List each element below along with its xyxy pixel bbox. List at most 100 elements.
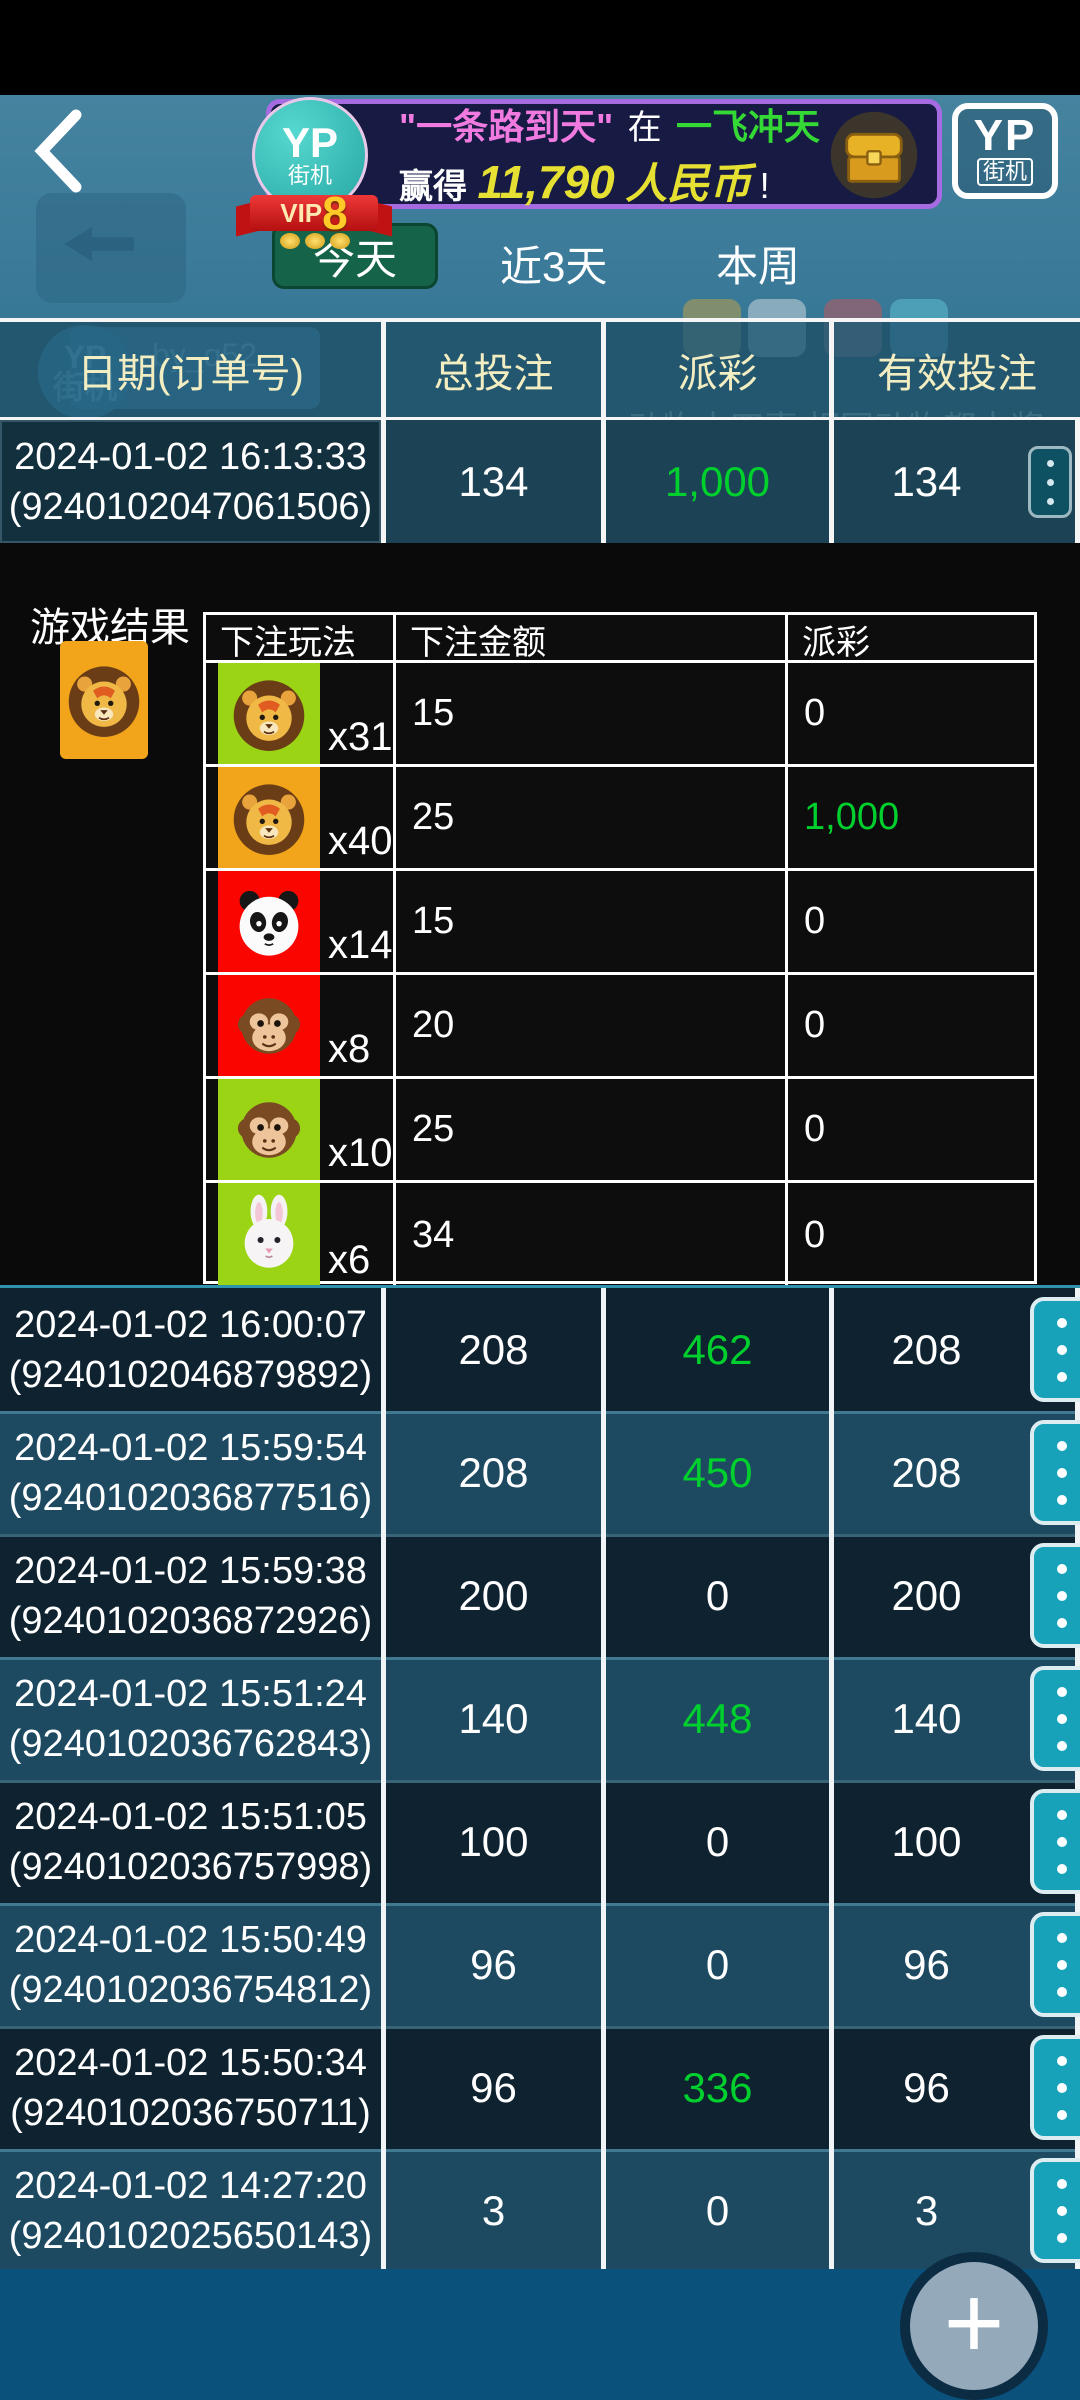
date-filter-tabs: 今天 近3天 本周 (0, 223, 1080, 295)
row-menu-button[interactable] (1030, 2035, 1080, 2140)
table-row[interactable]: 2024-01-02 15:59:54 (9240102036877516) 20… (0, 1411, 1080, 1534)
tab-this-week[interactable]: 本周 (716, 243, 801, 290)
bet-row: x10 25 0 (206, 1079, 1034, 1183)
plus-icon: + (943, 2265, 1005, 2381)
chevron-left-icon (30, 109, 94, 197)
column-header-valid-bet: 有效投注 (877, 351, 1037, 396)
total-bet-cell: 134 (386, 420, 606, 543)
bet-payout: 0 (804, 692, 826, 734)
order-date-cell: 2024-01-02 14:27:20 (9240102025650143) (0, 2149, 386, 2272)
order-history-list: 2024-01-02 16:00:07 (9240102046879892) 20… (0, 1285, 1080, 2272)
bet-row: x6 34 0 (206, 1183, 1034, 1287)
payout-cell: 0 (606, 2149, 834, 2272)
animal-icon (227, 1193, 311, 1277)
order-number: (9240102047061506) (8, 485, 373, 528)
bet-detail-table: 下注玩法 下注金额 派彩 x31 15 0 x40 25 1,000 (203, 612, 1037, 1287)
animal-tile (218, 1183, 320, 1287)
bet-payout: 0 (804, 1213, 826, 1256)
bet-payout: 1,000 (804, 796, 900, 838)
order-date-cell: 2024-01-02 15:51:24 (9240102036762843) (0, 1657, 386, 1780)
table-row-expanded[interactable]: 2024-01-02 16:13:33 (9240102047061506) 1… (0, 420, 1080, 543)
total-bet-cell: 208 (386, 1411, 606, 1534)
animal-tile (218, 1079, 320, 1180)
order-date: 2024-01-02 16:13:33 (14, 435, 367, 478)
total-bet-cell: 208 (386, 1288, 606, 1411)
animal-icon (227, 672, 311, 756)
vip-badge: YP 街机 VIP 8 (236, 97, 392, 249)
order-date-cell: 2024-01-02 15:59:38 (9240102036872926) (0, 1534, 386, 1657)
bet-amount: 25 (396, 1079, 788, 1180)
coins-decoration (280, 233, 350, 249)
order-date-cell: 2024-01-02 15:50:34 (9240102036750711) (0, 2026, 386, 2149)
total-bet-cell: 96 (386, 1903, 606, 2026)
bet-row: x40 25 1,000 (206, 767, 1034, 871)
order-date-cell: 2024-01-02 15:59:54 (9240102036877516) (0, 1411, 386, 1534)
order-date-cell: 2024-01-02 16:00:07 (9240102046879892) (0, 1288, 386, 1411)
payout-cell: 0 (606, 1534, 834, 1657)
column-header-total-bet: 总投注 (386, 322, 606, 417)
status-bar (0, 0, 1080, 95)
row-menu-button[interactable] (1030, 1912, 1080, 2017)
result-animal-icon (62, 658, 146, 742)
multiplier: x40 (328, 819, 393, 863)
row-menu-button[interactable] (1030, 2158, 1080, 2263)
table-row[interactable]: 2024-01-02 15:59:38 (9240102036872926) 20… (0, 1534, 1080, 1657)
background-arrow-button-ghost (36, 193, 186, 303)
animal-tile (218, 975, 320, 1076)
animal-icon (227, 776, 311, 860)
bet-payout: 0 (804, 900, 826, 942)
vip-level: 8 (322, 187, 348, 239)
row-menu-button[interactable] (1030, 1543, 1080, 1648)
row-menu-button[interactable] (1030, 1666, 1080, 1771)
order-date-cell: 2024-01-02 16:13:33 (9240102047061506) (0, 420, 386, 543)
total-bet-cell: 3 (386, 2149, 606, 2272)
payout-cell: 448 (606, 1657, 834, 1780)
bet-amount: 34 (396, 1183, 788, 1287)
animal-tile (218, 663, 320, 764)
game-name: 一飞冲天 (676, 105, 821, 147)
table-row[interactable]: 2024-01-02 15:51:24 (9240102036762843) 14… (0, 1657, 1080, 1780)
order-date-cell: 2024-01-02 15:51:05 (9240102036757998) (0, 1780, 386, 1903)
vip-ribbon: VIP 8 (236, 187, 392, 239)
payout-cell: 450 (606, 1411, 834, 1534)
table-row[interactable]: 2024-01-02 15:51:05 (9240102036757998) 10… (0, 1780, 1080, 1903)
row-menu-button[interactable] (1030, 1297, 1080, 1402)
bet-amount: 15 (396, 663, 788, 764)
animal-icon (227, 984, 311, 1068)
bet-amount: 25 (396, 767, 788, 868)
bet-row: x8 20 0 (206, 975, 1034, 1079)
column-header-date: 日期(订单号) (0, 322, 386, 417)
valid-bet-cell: 134 (834, 420, 1080, 543)
row-menu-button[interactable] (1028, 446, 1072, 518)
table-row[interactable]: 2024-01-02 16:00:07 (9240102046879892) 20… (0, 1288, 1080, 1411)
column-header-bet-payout: 派彩 (802, 624, 870, 662)
row-menu-button[interactable] (1030, 1789, 1080, 1894)
tab-today[interactable]: 今天 (272, 223, 438, 289)
total-bet-cell: 100 (386, 1780, 606, 1903)
row-menu-button[interactable] (1030, 1420, 1080, 1525)
banner-line-2: 赢得 11,790 人民币 ! (399, 155, 770, 208)
total-bet-cell: 96 (386, 2026, 606, 2149)
tab-last-3-days[interactable]: 近3天 (500, 243, 608, 290)
result-animal-tile (60, 641, 148, 759)
table-header: 日期(订单号) 总投注 派彩 有效投注 (0, 318, 1080, 420)
payout-cell: 0 (606, 1903, 834, 2026)
column-header-payout: 派彩 (606, 322, 834, 417)
bet-payout: 0 (804, 1108, 826, 1150)
header: "一条路到天" 在 一飞冲天 赢得 11,790 人民币 ! YP 街机 VIP (0, 95, 1080, 318)
multiplier: x14 (328, 923, 393, 967)
table-row[interactable]: 2024-01-02 15:50:49 (9240102036754812) 96… (0, 1903, 1080, 2026)
banner-line-1: "一条路到天" 在 一飞冲天 (399, 105, 821, 147)
table-row[interactable]: 2024-01-02 14:27:20 (9240102025650143) 3 … (0, 2149, 1080, 2272)
bet-payout: 0 (804, 1004, 826, 1046)
win-amount: 11,790 (477, 155, 615, 208)
column-header-bet-amount: 下注金额 (396, 615, 788, 664)
back-button[interactable] (30, 109, 94, 193)
multiplier: x8 (328, 1027, 371, 1071)
add-button[interactable]: + (900, 2252, 1048, 2400)
table-row[interactable]: 2024-01-02 15:50:34 (9240102036750711) 96… (0, 2026, 1080, 2149)
animal-tile (218, 871, 320, 972)
multiplier: x6 (328, 1238, 371, 1282)
treasure-chest-icon (827, 108, 921, 202)
winner-name: "一条路到天" (399, 105, 614, 147)
